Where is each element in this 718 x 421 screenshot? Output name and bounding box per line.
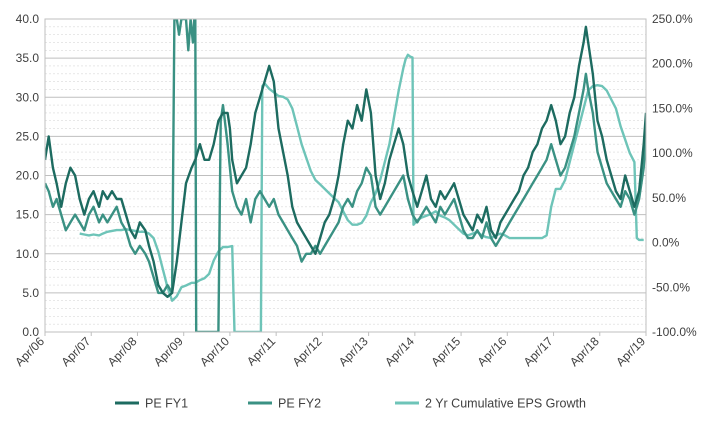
y-right-tick-label: 0.0% [652,236,680,250]
series-line-2-yr-cumulative-eps-growth [79,53,644,332]
y-right-tick-label: 50.0% [652,191,686,205]
x-tick-label: Apr/07 [58,334,93,369]
x-tick-label: Apr/17 [521,334,556,369]
x-tick-label: Apr/10 [197,334,232,369]
y-right-tick-label: -100.0% [652,325,697,339]
y-right-tick-label: 150.0% [652,101,693,115]
y-left-tick-label: 15.0 [16,208,40,222]
series-line-pe-fy2 [45,19,646,332]
y-left-tick-label: 5.0 [22,286,39,300]
y-right-tick-label: 250.0% [652,12,693,26]
gridlines [45,18,646,333]
x-tick-label: Apr/08 [105,334,140,369]
y-right-tick-label: 100.0% [652,146,693,160]
x-tick-label: Apr/13 [336,334,371,369]
y-left-tick-label: 0.0 [22,325,39,339]
series-line-pe-fy1 [45,25,646,298]
y-left-tick-label: 25.0 [16,129,40,143]
y-left-tick-label: 35.0 [16,51,40,65]
x-tick-label: Apr/14 [382,334,417,369]
x-tick-label: Apr/18 [567,334,602,369]
y-left-tick-label: 30.0 [16,90,40,104]
y-left-tick-label: 40.0 [16,12,40,26]
legend: PE FY1 PE FY2 2 Yr Cumulative EPS Growth [115,397,586,411]
x-tick-label: Apr/15 [428,334,463,369]
x-tick-label: Apr/12 [290,334,325,369]
x-tick-label: Apr/11 [244,334,279,369]
x-tick-label: Apr/06 [12,334,47,369]
y-left-tick-label: 10.0 [16,247,40,261]
series-lines [45,19,646,332]
legend-label: 2 Yr Cumulative EPS Growth [425,397,586,411]
axes: 0.0 5.0 10.0 15.0 20.0 25.0 30.0 35.0 40.0 -100.0… [12,12,697,369]
x-tick-label: Apr/19 [613,334,648,369]
y-right-tick-label: -50.0% [652,280,690,294]
legend-label: PE FY1 [145,397,188,411]
x-tick-label: Apr/16 [475,334,510,369]
plot-frame [44,18,647,333]
legend-label: PE FY2 [278,397,321,411]
x-tick-label: Apr/09 [151,334,186,369]
y-left-tick-label: 20.0 [16,169,40,183]
y-right-tick-label: 200.0% [652,57,693,71]
